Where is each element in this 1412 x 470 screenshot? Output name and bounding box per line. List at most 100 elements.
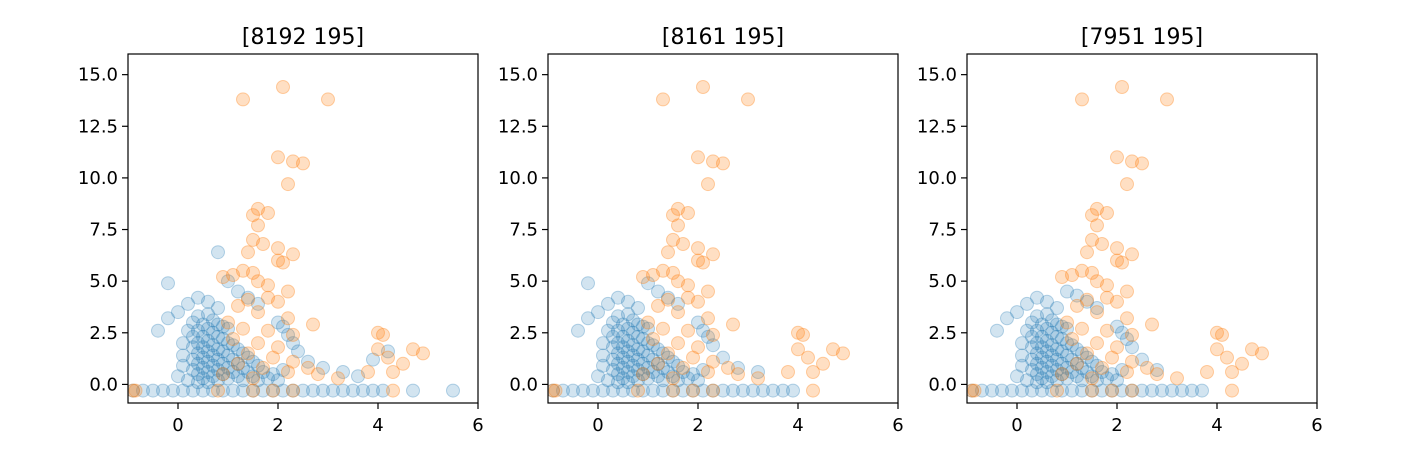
scatter-point-blue [661,365,675,379]
scatter-point-blue [1050,373,1064,388]
scatter-point-blue [1150,363,1164,377]
scatter-point-blue [621,365,635,379]
scatter-point-blue [646,365,660,379]
scatter-point-blue [1070,369,1084,384]
scatter-point-orange [686,350,700,365]
scatter-point-blue [1040,334,1054,348]
scatter-point-orange [1085,208,1099,223]
scatter-point-blue [186,363,200,377]
scatter-points [128,80,460,398]
scatter-point-blue [666,369,680,384]
scatter-point-blue [1075,383,1089,398]
scatter-point-blue [676,365,690,379]
y-tick-label: 5.0 [509,271,538,292]
scatter-point-orange [251,305,265,320]
scatter-point-blue [671,296,685,311]
scatter-point-blue [151,323,165,338]
scatter-point-blue [191,375,205,390]
scatter-point-orange [701,177,715,192]
scatter-point-orange [1060,315,1074,330]
scatter-point-blue [246,383,260,398]
scatter-point-blue [216,319,230,334]
scatter-point-blue [1090,301,1104,315]
scatter-point-blue [211,352,225,367]
scatter-point-blue [1105,367,1119,382]
scatter-point-orange [1160,92,1174,107]
scatter-point-orange [548,383,563,398]
scatter-point-blue [616,317,630,332]
panel-2-title: [8161 195] [662,25,784,50]
scatter-point-blue [1015,336,1029,351]
scatter-point-orange [281,365,295,379]
scatter-point-blue [1055,319,1069,334]
scatter-point-orange [641,315,655,330]
scatter-point-blue [1030,346,1044,361]
scatter-point-blue [1060,348,1074,363]
scatter-point-orange [691,294,705,309]
scatter-point-blue [1015,383,1029,398]
scatter-point-orange [1080,245,1094,260]
scatter-point-blue [596,348,610,363]
scatter-point-blue [656,346,670,361]
scatter-point-orange [671,305,685,320]
scatter-point-blue [1040,307,1054,322]
scatter-point-orange [246,232,260,247]
scatter-point-blue [1035,383,1049,398]
scatter-point-orange [1085,265,1099,280]
scatter-point-blue [221,360,235,375]
scatter-point-blue [626,325,640,340]
scatter-point-blue [271,373,285,388]
scatter-point-orange [656,263,670,278]
scatter-point-blue [985,383,999,398]
scatter-point-orange [128,383,143,398]
scatter-point-orange [1075,92,1089,107]
scatter-point-blue [746,383,760,398]
scatter-point-blue [606,315,620,330]
scatter-point-orange [656,92,670,107]
scatter-point-orange [666,208,680,223]
scatter-point-orange [1225,383,1239,398]
scatter-point-blue [1030,323,1044,338]
scatter-point-blue [1050,342,1064,357]
scatter-point-orange [696,255,710,270]
scatter-point-blue [1060,284,1074,299]
scatter-point-blue [1075,373,1089,388]
scatter-point-blue [1025,329,1039,344]
scatter-point-blue [786,383,800,398]
scatter-point-blue [671,373,685,388]
scatter-point-blue [191,323,205,338]
scatter-point-blue [181,373,195,388]
scatter-point-orange [646,332,660,346]
scatter-point-orange [1125,354,1139,369]
scatter-point-orange [791,342,805,357]
scatter-point-orange [321,92,335,107]
scatter-point-orange [226,268,240,282]
scatter-point-orange [416,346,430,361]
scatter-point-orange [716,156,730,171]
scatter-point-blue [995,383,1009,398]
scatter-point-orange [1255,346,1269,361]
scatter-point-blue [196,340,210,355]
scatter-point-blue [1045,325,1059,340]
scatter-point-orange [266,350,280,365]
scatter-point-orange [311,367,325,382]
scatter-point-orange [696,80,710,94]
scatter-point-blue [301,354,315,369]
x-tick-label: 6 [1311,415,1322,436]
scatter-point-orange [791,325,805,340]
scatter-point-blue [1060,321,1074,336]
scatter-point-blue [211,317,225,332]
scatter-point-blue [716,383,730,398]
scatter-point-blue [1050,317,1064,332]
scatter-point-blue [201,294,215,309]
scatter-point-blue [201,375,215,390]
scatter-point-blue [621,354,635,369]
panel-1-plot-area: 0 2 4 6 0.0 2.5 5.0 7.5 10.0 12.5 15.0 [78,53,484,436]
scatter-point-blue [1030,336,1044,351]
scatter-point-blue [1195,383,1209,398]
scatter-point-blue [1115,383,1129,398]
scatter-point-blue [216,356,230,371]
scatter-point-orange [967,383,982,398]
scatter-point-orange [286,154,300,169]
